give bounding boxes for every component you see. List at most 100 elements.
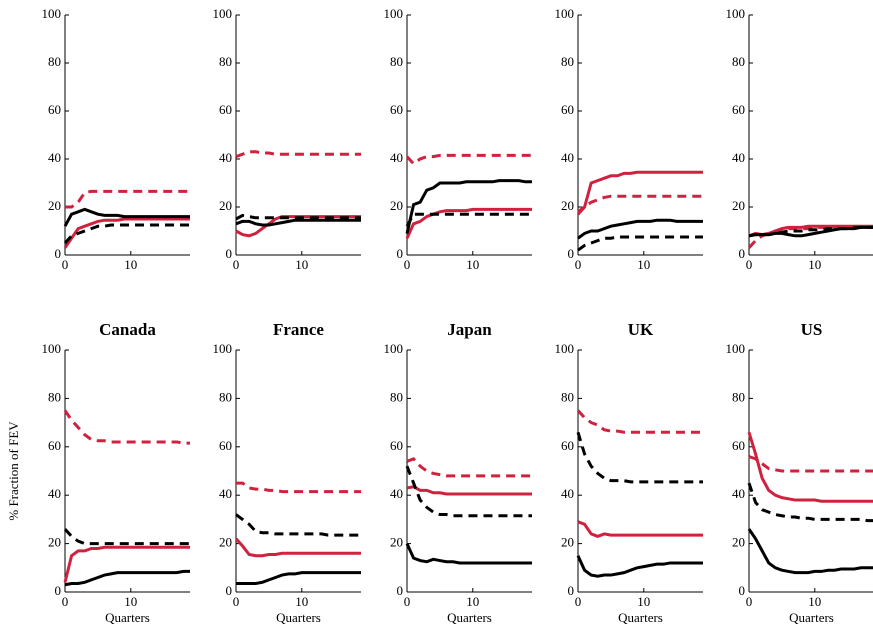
y-tick-label: 0 <box>397 246 404 261</box>
y-tick-label: 40 <box>219 150 232 165</box>
series-line <box>576 555 703 578</box>
y-tick-label: 20 <box>561 198 574 213</box>
series-line <box>65 189 190 209</box>
x-tick-label: 0 <box>62 257 69 272</box>
y-tick-label: 40 <box>219 486 232 501</box>
y-tick-label: 80 <box>48 54 61 69</box>
y-tick-label: 40 <box>390 150 403 165</box>
y-tick-label: 60 <box>219 102 232 117</box>
y-tick-label: 100 <box>213 341 233 356</box>
x-tick-label: 0 <box>233 594 240 609</box>
series-line <box>405 212 532 227</box>
x-axis-label: Quarters <box>789 610 834 625</box>
y-tick-label: 40 <box>48 486 61 501</box>
x-axis-label: Quarters <box>618 610 663 625</box>
y-tick-label: 80 <box>732 389 745 404</box>
y-tick-label: 100 <box>726 341 746 356</box>
series-line <box>405 179 532 234</box>
series-line <box>747 482 873 523</box>
y-tick-label: 20 <box>561 535 574 550</box>
y-tick-label: 80 <box>390 389 403 404</box>
y-tick-label: 80 <box>561 389 574 404</box>
series-line <box>235 513 361 537</box>
y-tick-label: 100 <box>213 6 233 21</box>
x-tick-label: 0 <box>746 594 753 609</box>
series-line <box>405 153 532 166</box>
series-line <box>747 528 873 575</box>
series-line <box>63 528 190 546</box>
y-tick-label: 100 <box>384 6 404 21</box>
y-tick-label: 20 <box>732 198 745 213</box>
y-tick-label: 60 <box>48 102 61 117</box>
y-tick-label: 0 <box>55 583 62 598</box>
x-tick-label: 10 <box>295 257 308 272</box>
y-tick-label: 60 <box>561 102 574 117</box>
y-tick-label: 0 <box>397 583 404 598</box>
y-tick-label: 100 <box>555 6 575 21</box>
series-line <box>63 223 190 245</box>
series-line <box>63 217 190 249</box>
series-line <box>576 431 703 484</box>
y-tick-label: 60 <box>390 438 403 453</box>
panel-title: France <box>273 320 324 339</box>
series-line <box>406 457 532 478</box>
y-tick-label: 20 <box>219 198 232 213</box>
y-tick-label: 20 <box>48 198 61 213</box>
y-tick-label: 20 <box>48 535 61 550</box>
series-line <box>63 409 190 445</box>
series-line <box>236 571 361 586</box>
x-tick-label: 10 <box>637 594 650 609</box>
x-tick-label: 0 <box>404 594 411 609</box>
x-axis-label: Quarters <box>105 610 150 625</box>
series-line <box>576 194 703 216</box>
y-tick-label: 0 <box>739 246 746 261</box>
y-tick-label: 0 <box>739 583 746 598</box>
x-tick-label: 0 <box>575 257 582 272</box>
series-line <box>235 150 361 159</box>
x-tick-label: 10 <box>808 257 821 272</box>
x-tick-label: 10 <box>295 594 308 609</box>
y-tick-label: 60 <box>732 102 745 117</box>
x-tick-label: 10 <box>466 257 479 272</box>
series-line <box>63 207 190 227</box>
y-axis-label: % Fraction of FEV <box>6 421 21 521</box>
panel-title: UK <box>628 320 654 339</box>
y-tick-label: 0 <box>568 583 575 598</box>
y-tick-label: 60 <box>390 102 403 117</box>
y-tick-label: 100 <box>42 341 62 356</box>
y-tick-label: 0 <box>226 246 233 261</box>
y-tick-label: 80 <box>561 54 574 69</box>
series-line <box>577 170 703 214</box>
series-line <box>234 537 361 558</box>
y-tick-label: 40 <box>732 486 745 501</box>
x-tick-label: 10 <box>808 594 821 609</box>
series-line <box>577 235 703 252</box>
series-line <box>748 225 873 238</box>
y-tick-label: 80 <box>390 54 403 69</box>
x-tick-label: 10 <box>124 257 137 272</box>
y-tick-label: 60 <box>219 438 232 453</box>
x-axis-label: Quarters <box>447 610 492 625</box>
y-tick-label: 40 <box>390 486 403 501</box>
series-line <box>236 481 361 494</box>
x-tick-label: 0 <box>62 594 69 609</box>
series-line <box>405 207 532 239</box>
y-tick-label: 60 <box>48 438 61 453</box>
x-tick-label: 0 <box>233 257 240 272</box>
series-line <box>576 409 703 434</box>
panel-title: US <box>801 320 823 339</box>
y-tick-label: 20 <box>390 535 403 550</box>
y-tick-label: 100 <box>726 6 746 21</box>
y-tick-label: 80 <box>732 54 745 69</box>
series-line <box>747 431 873 503</box>
y-tick-label: 0 <box>226 583 233 598</box>
series-line <box>63 545 190 583</box>
x-tick-label: 0 <box>404 257 411 272</box>
y-tick-label: 0 <box>568 246 575 261</box>
series-line <box>406 485 532 496</box>
x-tick-label: 10 <box>637 257 650 272</box>
x-tick-label: 0 <box>746 257 753 272</box>
y-tick-label: 60 <box>732 438 745 453</box>
series-line <box>748 455 873 473</box>
